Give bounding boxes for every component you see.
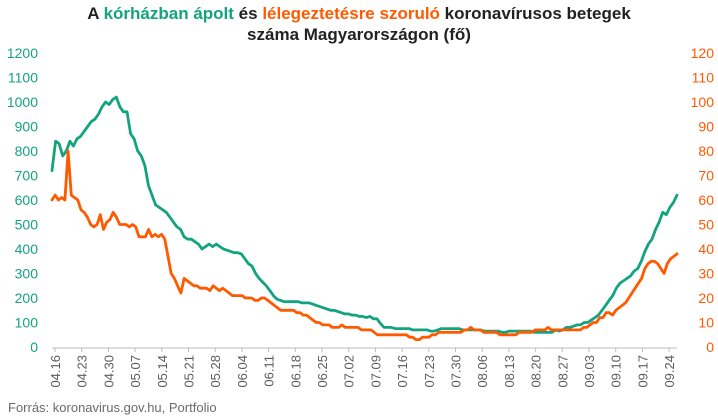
right-tick-label: 30 — [698, 266, 714, 282]
x-tick-label: 08.06 — [475, 355, 490, 388]
x-tick-label: 04.23 — [75, 355, 90, 388]
right-tick-label: 80 — [698, 143, 714, 159]
x-tick-label: 07.16 — [395, 355, 410, 388]
chart-title-line1: A kórházban ápolt és lélegeztetésre szor… — [0, 3, 718, 24]
source-note: Forrás: koronavirus.gov.hu, Portfolio — [8, 400, 217, 415]
x-tick-label: 07.30 — [449, 355, 464, 388]
title-part1: A — [87, 4, 104, 23]
series-layer — [50, 95, 679, 342]
x-tick-label: 05.21 — [182, 355, 197, 388]
right-tick-label: 0 — [706, 339, 714, 355]
ventilated-series-line — [50, 149, 679, 342]
right-tick-label: 100 — [691, 94, 715, 110]
right-tick-label: 120 — [691, 45, 715, 61]
left-tick-label: 300 — [15, 266, 39, 282]
x-tick-label: 06.25 — [315, 355, 330, 388]
left-tick-label: 700 — [15, 168, 39, 184]
title-ventilated: lélegeztetésre szoruló — [262, 4, 440, 23]
left-axis: 0 100 200 300 400 500 600 700 800 900 1000 1100 1200 — [7, 45, 38, 355]
x-tick-label: 06.04 — [235, 355, 250, 388]
x-tick-label: 05.14 — [155, 355, 170, 388]
x-tick-label: 09.03 — [582, 355, 597, 388]
right-tick-label: 10 — [698, 315, 714, 331]
left-tick-label: 0 — [30, 339, 38, 355]
title-hospitalized: kórházban ápolt — [103, 4, 234, 23]
title-part3: és — [233, 4, 263, 23]
left-tick-label: 1100 — [8, 70, 38, 86]
left-tick-label: 1000 — [7, 94, 38, 110]
x-tick-label: 07.09 — [368, 355, 383, 388]
x-tick-label: 05.07 — [128, 355, 143, 388]
x-tick-label: 08.20 — [529, 355, 544, 388]
left-tick-label: 900 — [15, 119, 39, 135]
right-tick-label: 70 — [698, 168, 714, 184]
left-tick-label: 100 — [15, 315, 39, 331]
title-part5: koronavírusos betegek — [439, 4, 631, 23]
right-tick-label: 50 — [698, 217, 714, 233]
x-tick-label: 06.18 — [288, 355, 303, 388]
hospitalized-series-line — [50, 95, 679, 334]
left-tick-label: 200 — [15, 290, 39, 306]
x-tick-label: 05.28 — [208, 355, 223, 388]
x-axis: 04.16 04.23 04.30 05.07 05.14 05.21 05.28 06.04… — [48, 348, 677, 388]
left-tick-label: 1200 — [7, 45, 38, 61]
x-tick-label: 04.30 — [101, 355, 116, 388]
x-tick-label: 08.13 — [502, 355, 517, 388]
left-tick-label: 500 — [15, 217, 39, 233]
right-tick-label: 40 — [698, 241, 714, 257]
x-tick-label: 06.11 — [262, 355, 277, 387]
left-tick-label: 600 — [15, 192, 39, 208]
right-tick-label: 60 — [698, 192, 714, 208]
chart-title: A kórházban ápolt és lélegeztetésre szor… — [0, 3, 718, 45]
x-tick-label: 09.10 — [609, 355, 624, 388]
x-tick-label: 07.23 — [422, 355, 437, 388]
right-tick-label: 110 — [692, 70, 715, 86]
chart-title-line2: száma Magyarországon (fő) — [247, 25, 471, 44]
left-tick-label: 800 — [15, 143, 39, 159]
right-axis: 0 10 20 30 40 50 60 70 80 90 100 110 120 — [691, 45, 715, 355]
x-tick-label: 04.16 — [48, 355, 63, 388]
right-tick-label: 20 — [698, 290, 714, 306]
x-tick-label: 08.27 — [555, 355, 570, 388]
left-tick-label: 400 — [15, 241, 39, 257]
x-tick-label: 07.02 — [342, 355, 357, 388]
x-tick-label: 09.17 — [635, 355, 650, 388]
x-tick-label: 09.24 — [662, 355, 677, 388]
right-tick-label: 90 — [698, 119, 714, 135]
